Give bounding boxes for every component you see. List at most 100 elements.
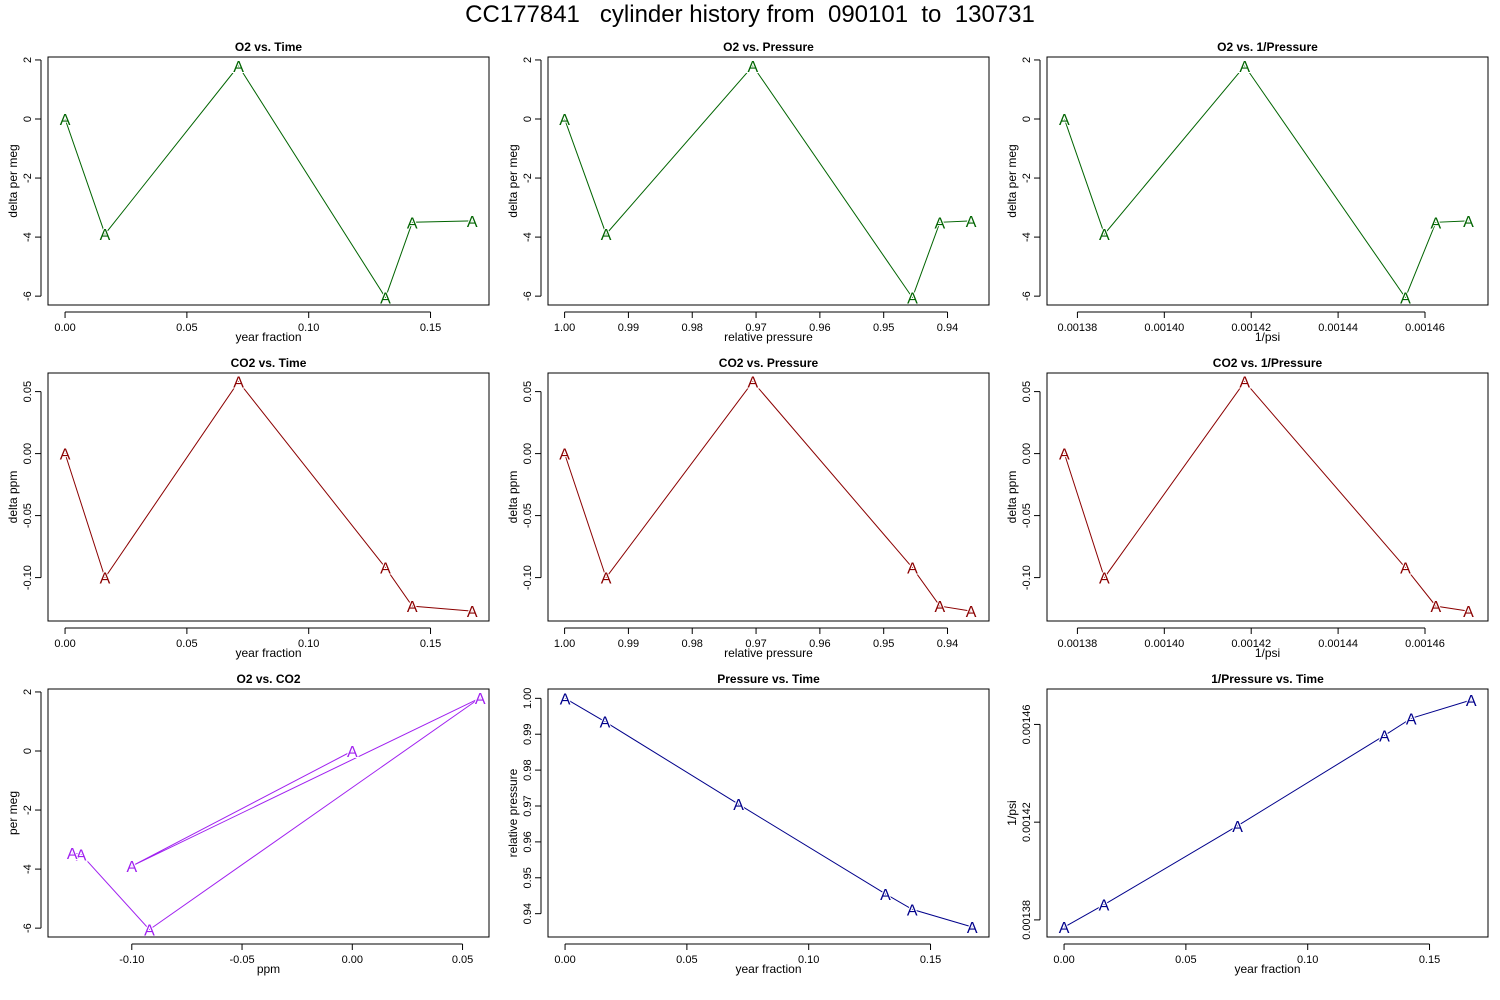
x-axis-label: relative pressure [724, 646, 813, 660]
y-tick-label: 0.00 [1021, 443, 1033, 464]
data-point-marker: A [966, 604, 977, 621]
chart-panel-8: 1/Pressure vs. Time 0.00 0.05 0.10 0.15 year … [1005, 672, 1489, 976]
x-tick-label: 0.99 [618, 638, 639, 650]
x-tick-label: 0.94 [937, 322, 958, 334]
data-point-marker: A [907, 561, 918, 578]
x-tick-label: 0.05 [1175, 954, 1196, 966]
chart-title: CO2 vs. 1/Pressure [1213, 356, 1323, 370]
chart-title: 1/Pressure vs. Time [1211, 672, 1324, 686]
x-axis-label: year fraction [735, 962, 801, 976]
y-tick-label: 0.05 [1021, 381, 1033, 402]
x-tick-label: 0.10 [298, 638, 319, 650]
y-axis-label: delta per meg [6, 144, 20, 217]
data-point-marker: A [1379, 728, 1390, 745]
plot-frame [47, 372, 490, 622]
x-tick-label: 0.05 [452, 954, 473, 966]
series-line [64, 65, 473, 299]
x-axis-label: year fraction [1234, 962, 1300, 976]
chart-panel-3: CO2 vs. Time 0.00 0.05 0.10 0.15 year fractio… [6, 356, 490, 660]
y-axis-label: delta per meg [1005, 144, 1019, 217]
x-tick-label: 0.00 [54, 322, 75, 334]
x-tick-label: 1.00 [554, 322, 575, 334]
plot-frame [547, 688, 990, 938]
y-tick-label: -4 [522, 232, 534, 242]
x-axis-label: year fraction [235, 330, 301, 344]
y-tick-label: -0.10 [1021, 565, 1033, 590]
data-point-marker: A [967, 920, 978, 937]
x-tick-label: 0.00140 [1144, 322, 1184, 334]
chart-title: CO2 vs. Time [231, 356, 307, 370]
series-line [564, 380, 972, 612]
series-line [564, 697, 973, 928]
plot-frame [547, 56, 990, 306]
x-tick-label: -0.10 [119, 954, 144, 966]
data-point-marker: A [100, 227, 111, 244]
x-tick-label: 0.00142 [1231, 638, 1271, 650]
data-point-marker: A [233, 375, 244, 392]
series-line [1063, 65, 1469, 299]
y-tick-label: 0.94 [522, 903, 534, 924]
data-point-marker: A [601, 227, 612, 244]
chart-panel-6: O2 vs. CO2 -0.10 -0.05 0.00 0.05 ppm 2 0 -2 -4 -6 p… [6, 672, 490, 976]
data-point-marker: A [1463, 604, 1474, 621]
y-axis-label: delta ppm [6, 471, 20, 524]
x-tick-label: 0.95 [873, 638, 894, 650]
series-line [564, 65, 972, 299]
data-point-marker: A [907, 902, 918, 919]
x-tick-label: 0.05 [176, 322, 197, 334]
x-tick-label: 0.00138 [1058, 638, 1098, 650]
data-point-marker: A [748, 375, 759, 392]
x-tick-label: 0.10 [1297, 954, 1318, 966]
y-axis-label: 1/psi [1005, 800, 1019, 825]
y-axis-label: relative pressure [506, 768, 520, 857]
data-point-marker: A [347, 744, 358, 761]
y-tick-label: 0 [22, 748, 34, 754]
y-tick-label: -2 [22, 805, 34, 815]
y-tick-label: -4 [1021, 232, 1033, 242]
y-tick-label: 0.00146 [1021, 705, 1033, 745]
y-tick-label: 2 [1021, 57, 1033, 63]
data-point-marker: A [966, 214, 977, 231]
y-tick-label: 0.00 [22, 443, 34, 464]
y-axis-label: delta ppm [506, 471, 520, 524]
x-tick-label: 0.95 [873, 322, 894, 334]
y-tick-label: -0.05 [22, 503, 34, 528]
y-tick-label: -6 [1021, 291, 1033, 301]
data-point-marker: A [1466, 693, 1477, 710]
data-point-marker: A [1059, 920, 1070, 937]
y-tick-label: -6 [22, 291, 34, 301]
x-tick-label: 0.96 [809, 638, 830, 650]
data-point-marker: A [601, 571, 612, 588]
data-point-marker: A [467, 604, 478, 621]
data-point-marker: A [144, 923, 155, 940]
data-point-marker: A [1239, 375, 1250, 392]
y-tick-label: 0.05 [522, 381, 534, 402]
x-tick-label: 0.99 [618, 322, 639, 334]
chart-title: O2 vs. CO2 [236, 672, 300, 686]
y-tick-label: -6 [22, 923, 34, 933]
series-line [1063, 380, 1469, 612]
data-point-marker: A [100, 571, 111, 588]
y-tick-label: -4 [22, 232, 34, 242]
x-tick-label: 0.10 [298, 322, 319, 334]
y-tick-label: -0.05 [522, 503, 534, 528]
data-point-marker: A [1463, 214, 1474, 231]
x-tick-label: 0.97 [745, 322, 766, 334]
data-point-marker: A [880, 887, 891, 904]
data-point-marker: A [467, 214, 478, 231]
page-title: CC177841 cylinder history from 090101 to… [465, 1, 1035, 28]
y-tick-label: -2 [22, 173, 34, 183]
x-tick-label: 0.15 [920, 954, 941, 966]
y-tick-label: 0.99 [522, 724, 534, 745]
data-point-marker: A [67, 846, 78, 863]
data-point-marker: A [60, 447, 71, 464]
data-point-marker: A [407, 599, 418, 616]
chart-panel-0: O2 vs. Time 0.00 0.05 0.10 0.15 year fraction… [6, 40, 490, 344]
y-tick-label: -0.10 [522, 565, 534, 590]
plot-frame [47, 688, 490, 938]
x-axis-label: 1/psi [1255, 330, 1280, 344]
x-tick-label: 0.97 [745, 638, 766, 650]
x-tick-label: 0.00 [54, 638, 75, 650]
y-axis-label: delta ppm [1005, 471, 1019, 524]
